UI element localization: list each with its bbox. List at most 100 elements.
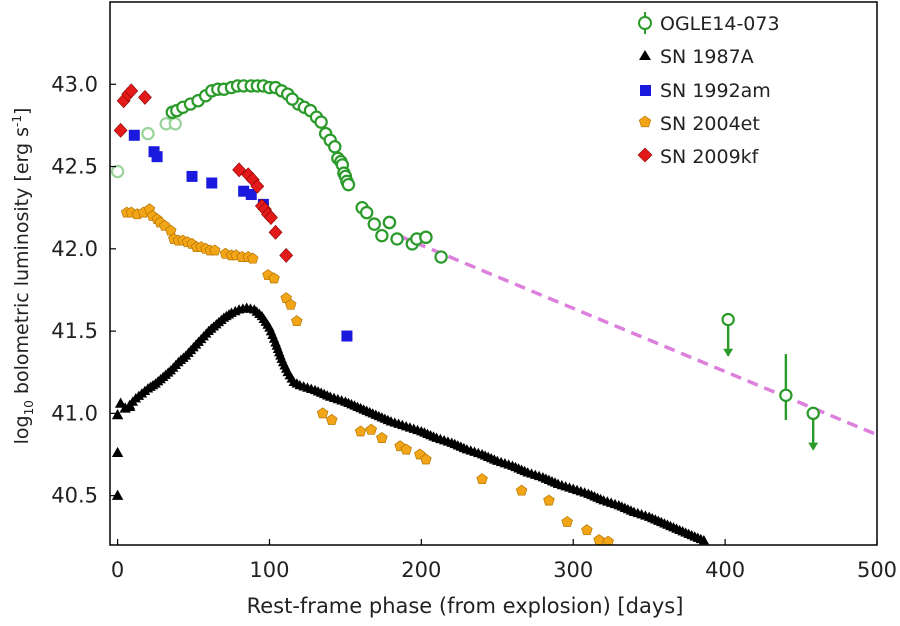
sn2009kf-point: [250, 178, 265, 194]
sn2004et-point: [209, 244, 221, 256]
legend-label-ogle14-073: OGLE14-073: [660, 13, 780, 35]
sn2004et-point: [581, 524, 593, 536]
ogle-upper-limit-point: [806, 406, 820, 421]
y-tick-label: 42.5: [51, 155, 98, 179]
legend-triangle-icon: [639, 50, 651, 60]
y-axis-label-subscript: 10: [22, 400, 36, 415]
ogle-point: [285, 92, 299, 106]
legend-pentagon-icon: [638, 115, 652, 128]
sn2004et-point: [268, 272, 280, 284]
ogle-faint-point: [110, 164, 125, 179]
x-tick-label: 400: [705, 558, 745, 582]
fit-dashed-line: [397, 234, 877, 437]
plot-marks: [110, 79, 877, 545]
ogle-point: [434, 250, 448, 264]
legend-item-sn1987a: SN 1987A: [639, 46, 754, 68]
sn1987a-point: [698, 534, 710, 545]
sn1987a-point: [111, 409, 124, 420]
ogle-point: [314, 115, 328, 129]
y-tick-label: 41.0: [51, 401, 98, 425]
y-axis-label-text: bolometric luminosity [erg s: [11, 127, 33, 400]
ogle-point: [390, 232, 404, 246]
sn1992am-point: [245, 189, 257, 201]
sn1987a-point: [124, 400, 136, 411]
y-axis-label-log: log: [11, 415, 33, 444]
sn2009kf-point: [138, 89, 152, 105]
x-tick-label: 0: [111, 558, 124, 582]
sn1992am-point: [238, 185, 250, 197]
ogle-arrow-head: [723, 348, 734, 357]
sn2009kf-point: [124, 83, 139, 99]
plot-area: [110, 79, 877, 545]
ogle-faint-point: [141, 126, 155, 141]
y-tick-label: 43.0: [51, 72, 98, 96]
ogle-arrow-head: [808, 442, 819, 451]
sn2004et-point: [400, 443, 412, 455]
sn2004et-point: [476, 473, 488, 485]
ogle-point: [375, 228, 389, 243]
ogle-faint-point: [168, 117, 183, 131]
ogle-upper-limit-point: [721, 312, 735, 327]
sn1987a-point: [111, 446, 124, 458]
y-axis-label: log10 bolometric luminosity [erg s-1]: [10, 108, 36, 445]
legend-item-ogle14-073: OGLE14-073: [638, 12, 780, 35]
sn2004et-point: [515, 484, 528, 496]
y-axis-ticks: 40.5 41.0 41.5 42.0 42.5 43.0: [51, 72, 116, 508]
sn2009kf-point: [232, 162, 247, 178]
sn2009kf-point: [268, 224, 283, 240]
sn1987a-point: [114, 397, 127, 408]
sn1992am-point: [186, 170, 198, 182]
sn2004et-point: [602, 535, 614, 545]
ogle-point: [359, 205, 374, 220]
y-tick-label: 42.0: [51, 237, 98, 261]
y-tick-label: 41.5: [51, 319, 98, 343]
sn2004et-point: [316, 407, 329, 419]
sn2009kf-point: [113, 122, 128, 138]
plot-frame: [109, 1, 878, 546]
x-tick-label: 500: [857, 558, 897, 582]
legend-item-sn2004et: SN 2004et: [638, 113, 760, 135]
sn2004et-point: [291, 315, 303, 327]
x-axis-ticks: 0 100 200 300 400 500: [111, 539, 897, 582]
ogle-point: [341, 177, 356, 192]
legend-item-sn1992am: SN 1992am: [640, 80, 771, 102]
sn1992am-point: [128, 129, 140, 141]
legend-background: [620, 6, 810, 174]
legend-label-sn2009kf: SN 2009kf: [660, 146, 760, 168]
sn2004et-point: [543, 494, 555, 506]
x-axis-label: Rest-frame phase (from explosion) [days]: [247, 594, 684, 618]
legend-label-sn2004et: SN 2004et: [660, 113, 760, 135]
sn2004et-point: [420, 453, 432, 465]
ogle-point: [779, 388, 793, 402]
sn1992am-point: [206, 177, 218, 189]
x-tick-label: 200: [401, 558, 441, 582]
sn2004et-point: [561, 515, 573, 527]
legend: OGLE14-073 SN 1987A SN 1992am SN 2004et …: [620, 6, 810, 174]
sn2004et-point: [365, 423, 378, 435]
y-axis-label-superscript: -1: [10, 115, 24, 127]
sn2009kf-point: [279, 247, 294, 263]
sn2004et-point: [354, 425, 367, 437]
legend-label-sn1992am: SN 1992am: [660, 80, 771, 102]
sn1987a-point: [111, 489, 124, 500]
sn1992am-point: [341, 330, 353, 342]
x-tick-label: 100: [249, 558, 289, 582]
sn2004et-point: [376, 431, 388, 443]
sn2004et-point: [284, 298, 297, 310]
legend-open-circle-icon: [638, 16, 652, 30]
sn2009kf-point: [264, 210, 278, 225]
y-tick-label: 40.5: [51, 484, 98, 508]
legend-label-sn1987a: SN 1987A: [660, 46, 754, 68]
ogle-point: [419, 230, 433, 244]
x-tick-label: 300: [553, 558, 593, 582]
sn1992am-point: [151, 151, 163, 163]
legend-item-sn2009kf: SN 2009kf: [637, 146, 760, 168]
legend-square-icon: [640, 85, 651, 96]
ogle-point: [367, 217, 381, 231]
sn2004et-point: [593, 534, 605, 545]
ogle-point: [328, 140, 342, 154]
sn2004et-point: [246, 252, 259, 264]
y-axis-label-end: ]: [11, 108, 33, 115]
